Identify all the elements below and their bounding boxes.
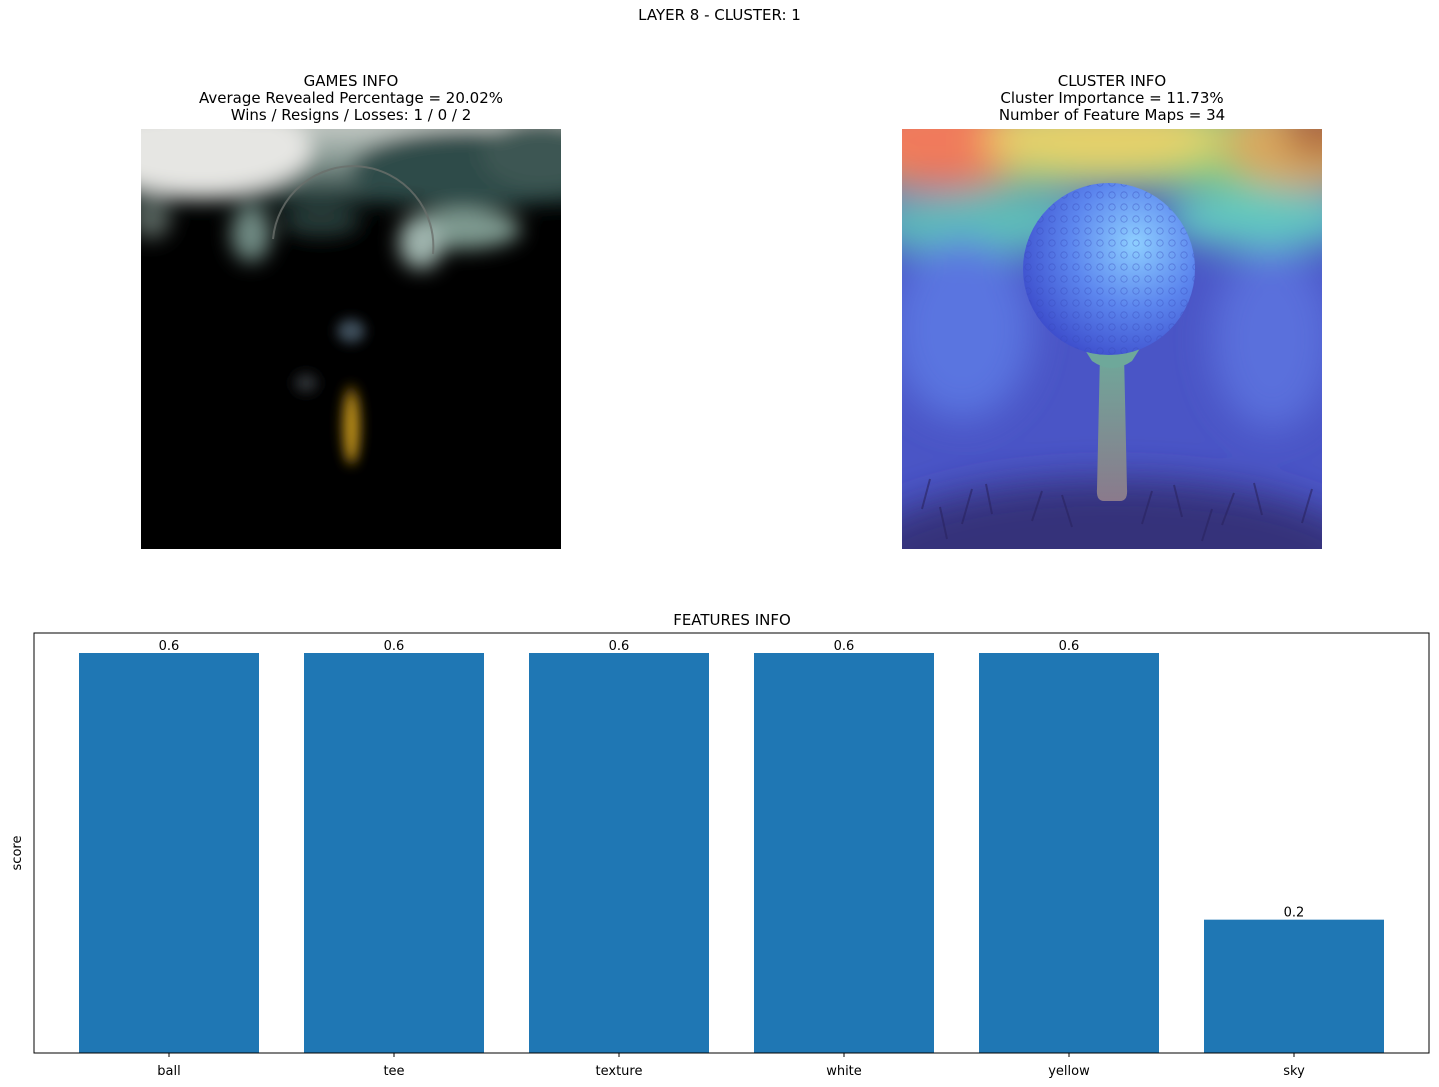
x-tick-label-texture: texture — [596, 1064, 643, 1079]
bar-value-label-yellow: 0.6 — [1059, 639, 1080, 654]
games-revealed-image-art — [141, 129, 561, 549]
plot-frame — [33, 632, 1430, 1054]
bar-ball — [79, 653, 259, 1053]
bar-value-label-texture: 0.6 — [609, 639, 630, 654]
bar-value-label-sky: 0.2 — [1284, 906, 1305, 921]
cluster-heatmap-image — [902, 129, 1322, 549]
chart-title: FEATURES INFO — [673, 611, 791, 629]
x-tick-label-yellow: yellow — [1048, 1064, 1090, 1079]
games-info-title-block: GAMES INFO Average Revealed Percentage =… — [91, 73, 611, 124]
bars-layer: 0.6 0.6 0.6 0.6 0.6 0.2 — [79, 639, 1384, 1053]
cluster-info-title: CLUSTER INFO — [1057, 72, 1167, 90]
bar-white — [754, 653, 934, 1053]
bar-sky — [1204, 919, 1384, 1053]
bar-texture — [529, 653, 709, 1053]
x-tick-label-white: white — [826, 1064, 862, 1079]
games-info-revealed: Average Revealed Percentage = 20.02% — [198, 89, 503, 107]
y-axis-label: score — [10, 836, 25, 871]
cluster-heatmap-image-art — [902, 129, 1322, 549]
games-info-record: Wins / Resigns / Losses: 1 / 0 / 2 — [230, 106, 472, 124]
games-revealed-image — [141, 129, 561, 549]
features-bar-chart: FEATURES INFO score 0.6 0.6 0.6 0.6 0.6 0.2 b… — [10, 611, 1430, 1079]
x-tick-label-sky: sky — [1283, 1064, 1305, 1079]
cluster-info-importance: Cluster Importance = 11.73% — [1000, 89, 1224, 107]
games-info-title: GAMES INFO — [303, 72, 399, 90]
bar-value-label-ball: 0.6 — [159, 639, 180, 654]
figure-title: LAYER 8 - CLUSTER: 1 — [638, 6, 801, 24]
x-ticks-layer: ball tee texture white yellow sky — [157, 1053, 1305, 1079]
bar-yellow — [979, 653, 1159, 1053]
cluster-info-feature-maps: Number of Feature Maps = 34 — [998, 106, 1226, 124]
x-tick-label-tee: tee — [383, 1064, 404, 1079]
cluster-info-title-block: CLUSTER INFO Cluster Importance = 11.73%… — [852, 73, 1372, 124]
bar-tee — [304, 653, 484, 1053]
x-tick-label-ball: ball — [157, 1064, 180, 1079]
bar-value-label-white: 0.6 — [834, 639, 855, 654]
bar-value-label-tee: 0.6 — [384, 639, 405, 654]
